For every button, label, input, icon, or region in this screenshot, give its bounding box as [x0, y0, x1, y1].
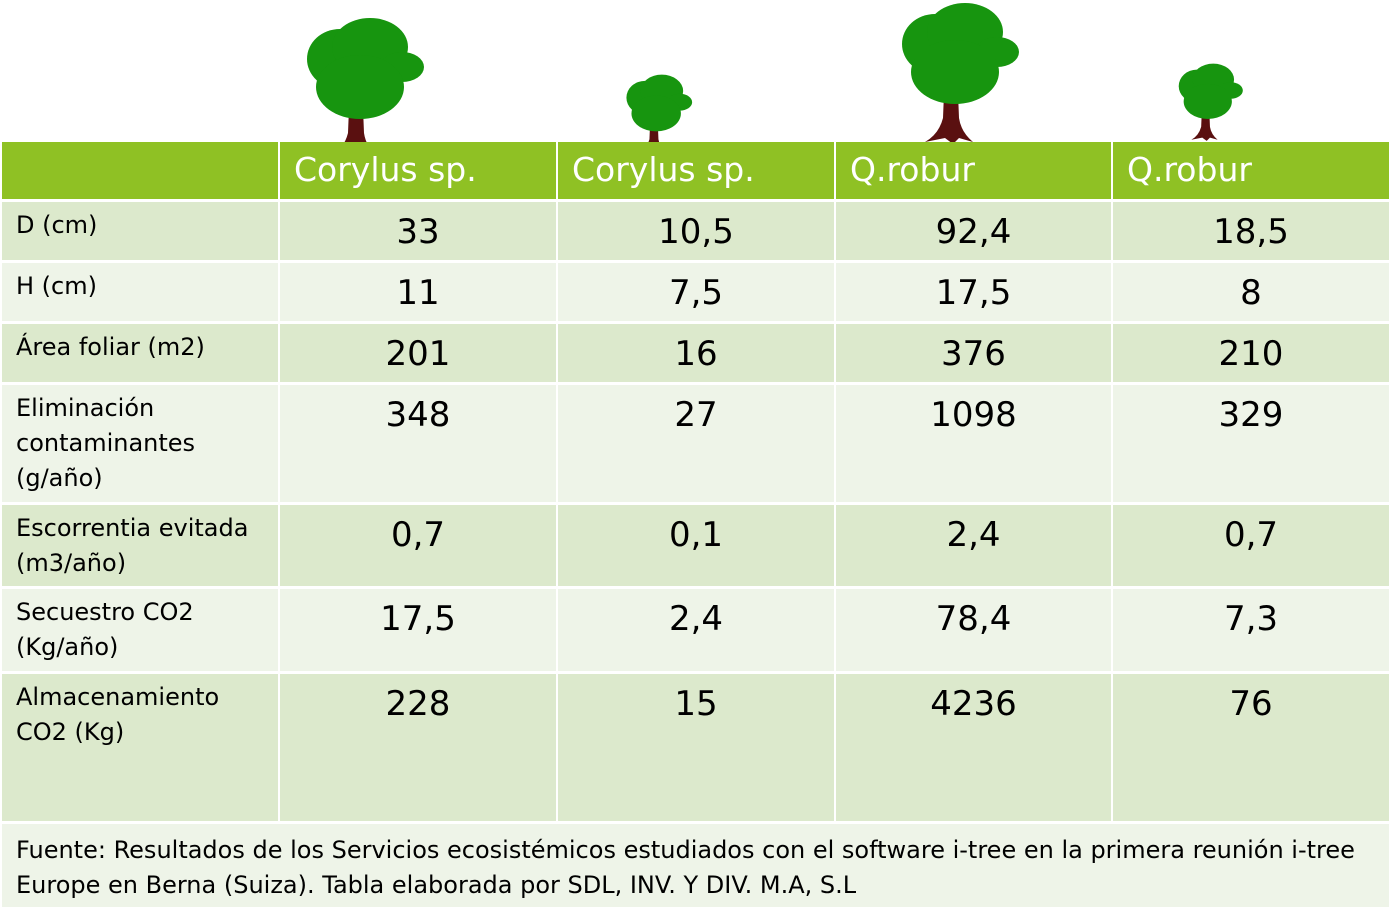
row-label: Secuestro CO2 (Kg/año) — [2, 589, 278, 671]
table-cell: 201 — [280, 324, 556, 382]
table-cell: 0,1 — [558, 505, 834, 586]
table-cell: 210 — [1113, 324, 1389, 382]
column-header: Corylus sp. — [558, 142, 834, 199]
row-label: Escorrentia evitada (m3/año) — [2, 505, 278, 586]
table-cell: 18,5 — [1113, 202, 1389, 260]
source-footnote: Fuente: Resultados de los Servicios ecos… — [2, 824, 1389, 907]
row-label: Área foliar (m2) — [2, 324, 278, 382]
column-header: Q.robur — [1113, 142, 1389, 199]
data-table: Corylus sp. Corylus sp. Q.robur Q.robur … — [2, 142, 1389, 907]
table-cell: 10,5 — [558, 202, 834, 260]
row-label: H (cm) — [2, 263, 278, 321]
table-cell: 17,5 — [836, 263, 1111, 321]
header-corner — [2, 142, 278, 199]
row-label: Eliminación contaminantes (g/año) — [2, 385, 278, 502]
table-cell: 8 — [1113, 263, 1389, 321]
table-cell: 376 — [836, 324, 1111, 382]
tree-icon — [307, 18, 424, 159]
table-cell: 0,7 — [280, 505, 556, 586]
table-cell: 16 — [558, 324, 834, 382]
table-cell: 15 — [558, 674, 834, 821]
table-cell: 2,4 — [558, 589, 834, 671]
table-cell: 7,3 — [1113, 589, 1389, 671]
table-cell: 92,4 — [836, 202, 1111, 260]
table-cell: 348 — [280, 385, 556, 502]
table-cell: 33 — [280, 202, 556, 260]
row-label: D (cm) — [2, 202, 278, 260]
row-label: Almacenamiento CO2 (Kg) — [2, 674, 278, 821]
table-cell: 11 — [280, 263, 556, 321]
table-cell: 0,7 — [1113, 505, 1389, 586]
column-header: Corylus sp. — [280, 142, 556, 199]
table-cell: 27 — [558, 385, 834, 502]
table-cell: 1098 — [836, 385, 1111, 502]
column-header: Q.robur — [836, 142, 1111, 199]
tree-icon — [902, 3, 1019, 144]
table-cell: 17,5 — [280, 589, 556, 671]
table-cell: 4236 — [836, 674, 1111, 821]
table-cell: 7,5 — [558, 263, 834, 321]
table-cell: 329 — [1113, 385, 1389, 502]
table-cell: 228 — [280, 674, 556, 821]
table-cell: 2,4 — [836, 505, 1111, 586]
table-cell: 78,4 — [836, 589, 1111, 671]
table-cell: 76 — [1113, 674, 1389, 821]
tree-icon — [1178, 63, 1243, 141]
